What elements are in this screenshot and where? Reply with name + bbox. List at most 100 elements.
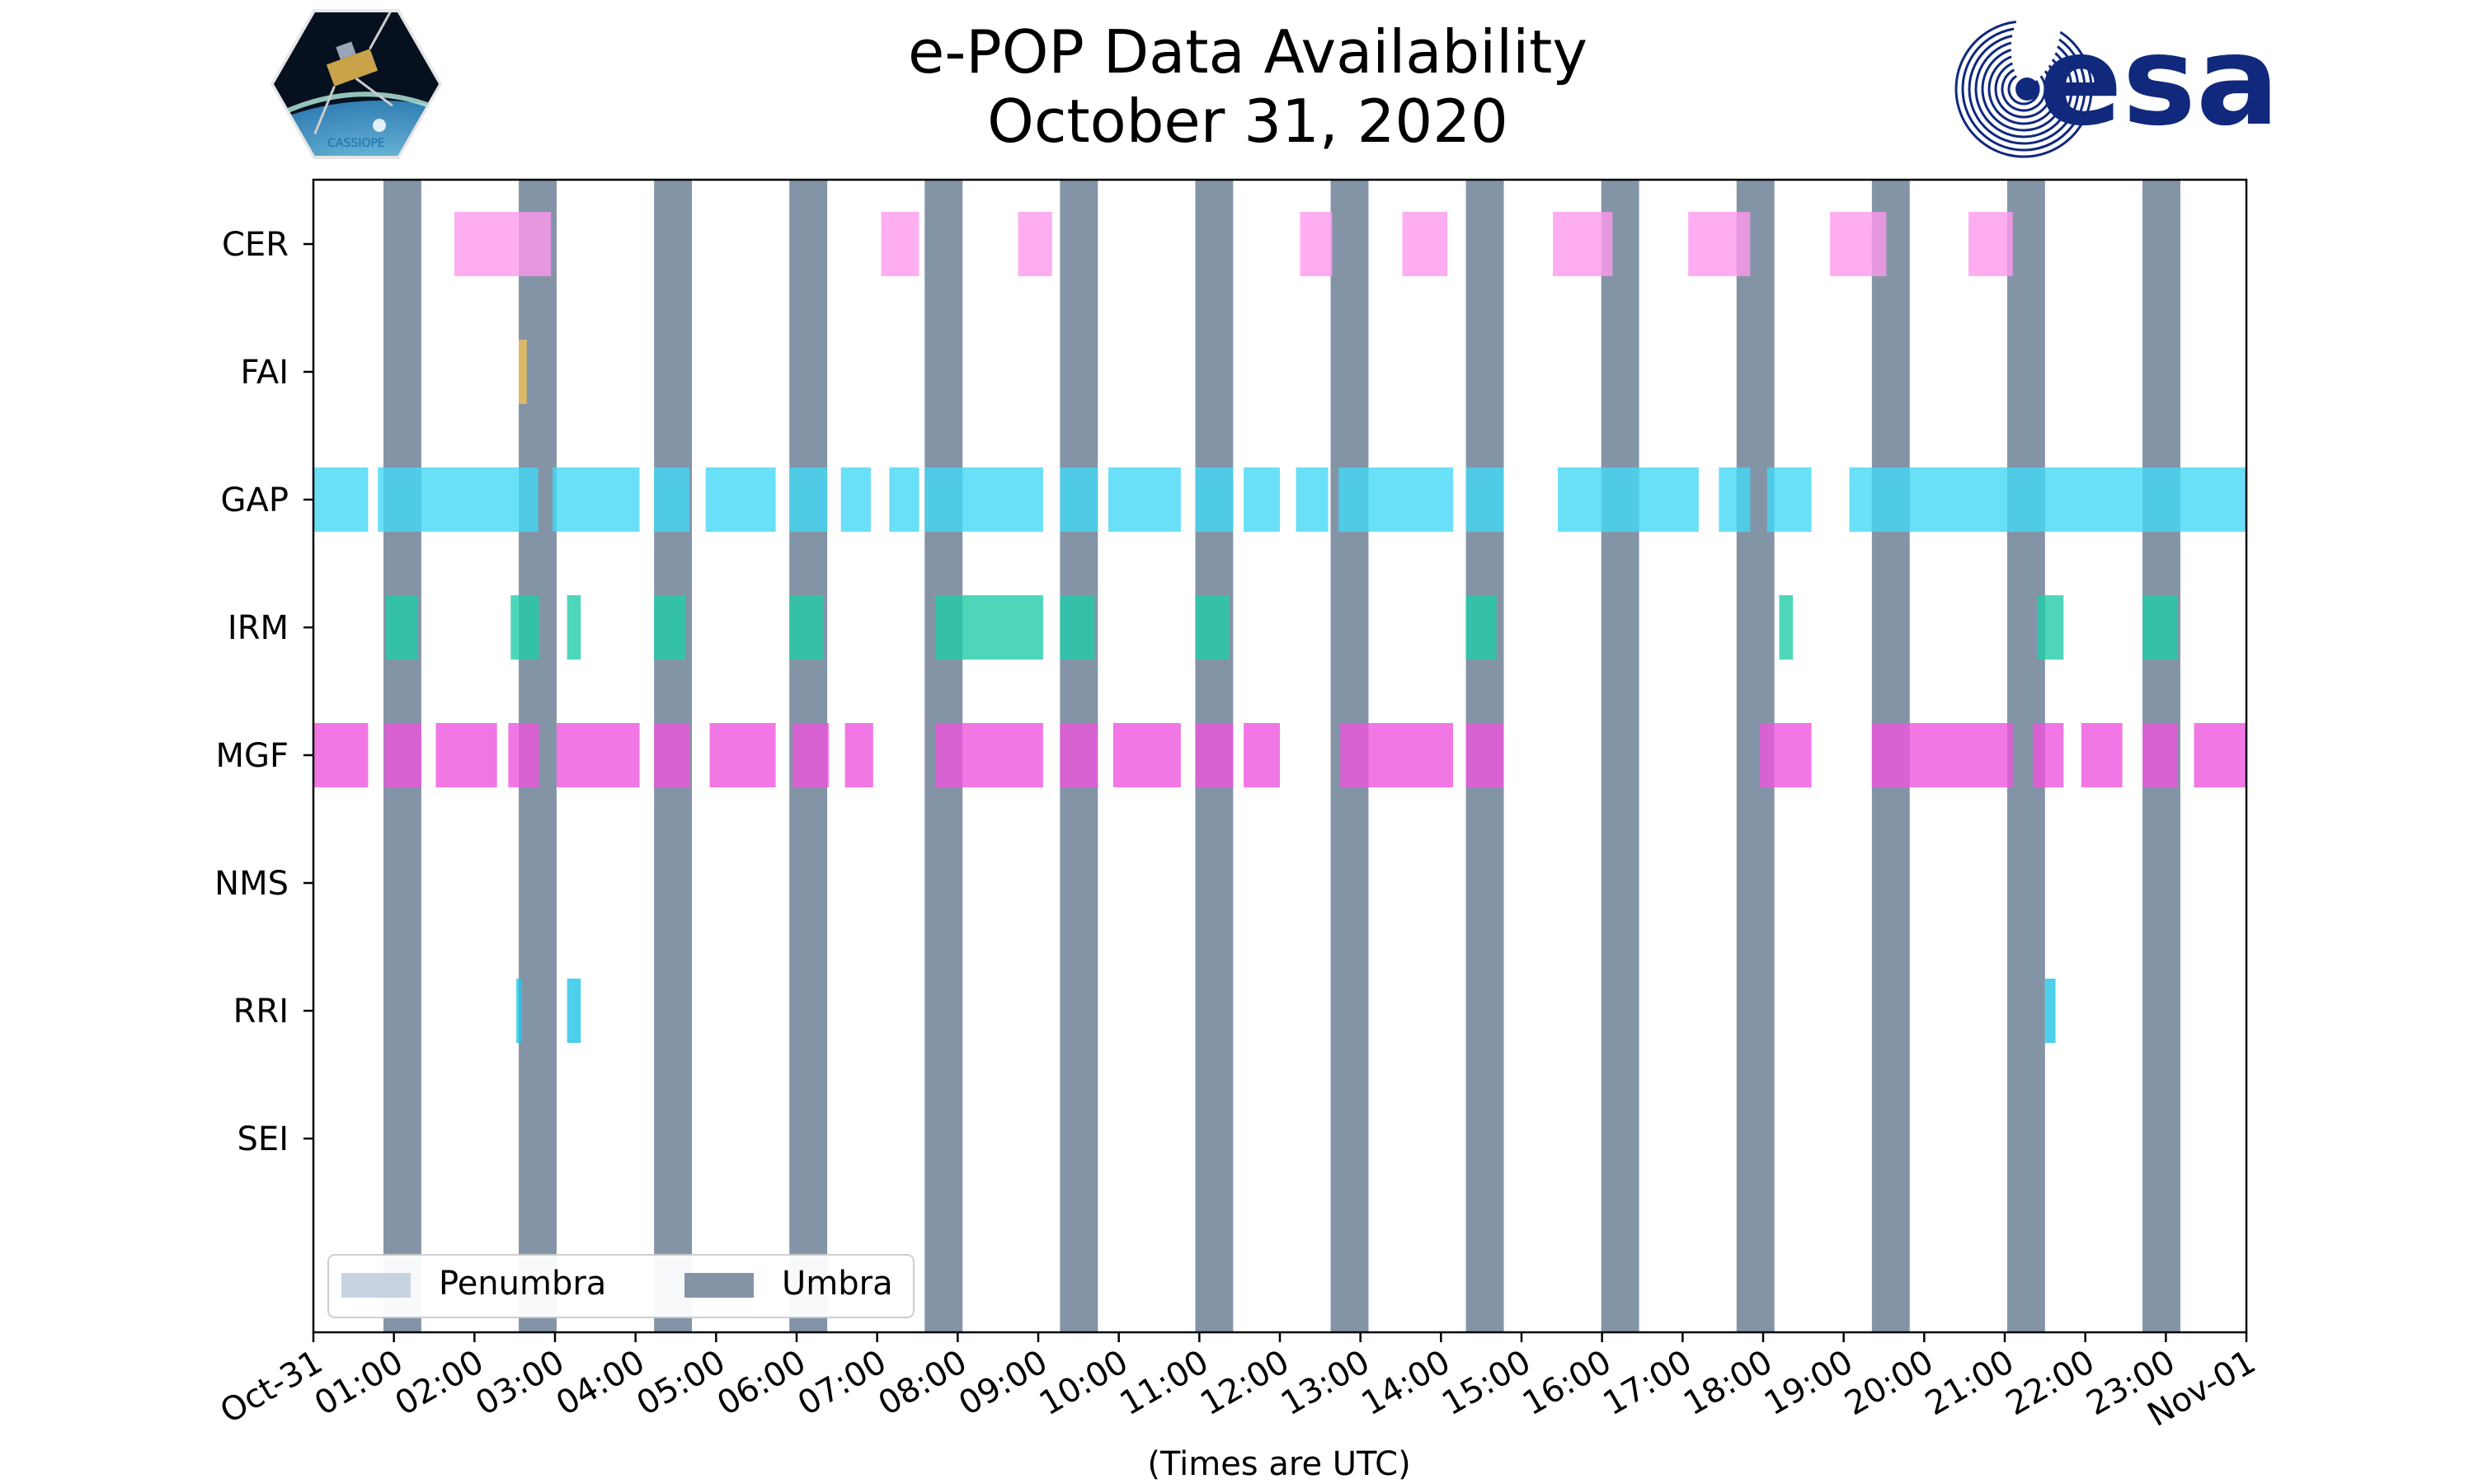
- bar-gap-8: [924, 467, 1043, 532]
- bar-irm-8: [1465, 595, 1497, 660]
- x-tick-label-10: 10:00: [1033, 1343, 1135, 1423]
- bar-gap-5: [789, 467, 828, 532]
- bar-gap-18: [1766, 467, 1812, 532]
- x-tick-label-8: 08:00: [872, 1343, 973, 1423]
- x-tick-label-6: 06:00: [711, 1343, 812, 1423]
- bar-gap-13: [1296, 467, 1329, 532]
- bar-mgf-3: [508, 723, 539, 787]
- legend: Penumbra Umbra: [327, 1254, 915, 1318]
- bar-gap-16: [1557, 467, 1699, 532]
- bar-mgf-8: [844, 723, 873, 787]
- esa-swirl-arc-8: [1954, 21, 2093, 158]
- legend-label-umbra: Umbra: [782, 1265, 893, 1303]
- x-tick-label-19: 19:00: [1758, 1343, 1860, 1423]
- x-tick-label-3: 03:00: [469, 1343, 571, 1423]
- x-tick-label-2: 02:00: [388, 1343, 490, 1423]
- esa-swirl-arc-7: [1961, 27, 2086, 152]
- bar-gap-10: [1108, 467, 1181, 532]
- bar-gap-3: [654, 467, 690, 532]
- x-axis: Oct-3101:0002:0003:0004:0005:0006:0007:0…: [214, 1332, 2262, 1435]
- esa-logo-text: esa: [2039, 10, 2279, 153]
- bar-mgf-13: [1244, 723, 1280, 787]
- bar-irm-6: [1060, 595, 1095, 660]
- esa-swirl-arc-4: [1981, 48, 2067, 132]
- x-tick-label-9: 09:00: [952, 1343, 1054, 1423]
- bars-layer: [313, 212, 2246, 1043]
- x-tick-label-13: 13:00: [1275, 1343, 1376, 1423]
- plot-frame: [312, 178, 2248, 1334]
- esa-swirl-arc-6: [1968, 35, 2080, 145]
- bar-mgf-1: [383, 723, 421, 787]
- y-tick-label-sei: SEI: [238, 1120, 289, 1158]
- chart-subtitle: October 31, 2020: [987, 87, 1508, 156]
- y-tick-label-cer: CER: [222, 226, 289, 264]
- esa-swirl-arc-5: [1974, 41, 2073, 139]
- x-tick-label-21: 21:00: [1919, 1343, 2020, 1423]
- esa-swirl-arc-1: [2001, 68, 2047, 112]
- x-tick-label-14: 14:00: [1355, 1343, 1456, 1423]
- bar-gap-7: [889, 467, 920, 532]
- bar-irm-11: [2142, 595, 2178, 660]
- esa-logo: esa: [1954, 10, 2279, 158]
- bar-mgf-7: [793, 723, 830, 787]
- bar-cer-6: [1688, 212, 1751, 276]
- bar-mgf-5: [654, 723, 690, 787]
- bar-irm-10: [2037, 595, 2064, 660]
- bar-irm-9: [1779, 595, 1794, 660]
- bar-cer-2: [1018, 212, 1052, 276]
- umbra-band-9: [1601, 180, 1639, 1332]
- x-tick-label-4: 04:00: [550, 1343, 651, 1423]
- x-tick-label-11: 11:00: [1113, 1343, 1215, 1423]
- bar-irm-0: [385, 595, 418, 660]
- bar-cer-8: [1968, 212, 2013, 276]
- chart-title: e-POP Data Availability: [908, 17, 1587, 87]
- x-tick-label-0: Oct-31: [214, 1343, 329, 1431]
- x-tick-label-20: 20:00: [1838, 1343, 1940, 1423]
- bar-irm-1: [510, 595, 539, 660]
- bar-irm-4: [789, 595, 824, 660]
- bar-cer-4: [1402, 212, 1448, 276]
- x-tick-label-12: 12:00: [1194, 1343, 1296, 1423]
- cassiope-logo-text: CASSIOPE: [327, 137, 385, 150]
- y-tick-label-nms: NMS: [214, 865, 289, 903]
- y-tick-label-rri: RRI: [233, 993, 289, 1031]
- bar-mgf-18: [2033, 723, 2064, 787]
- bar-gap-11: [1195, 467, 1234, 532]
- esa-swirl-icon: [1954, 21, 2093, 158]
- bar-gap-1: [378, 467, 539, 532]
- bar-gap-14: [1338, 467, 1453, 532]
- bar-gap-6: [840, 467, 871, 532]
- bar-gap-9: [1060, 467, 1098, 532]
- bar-mgf-6: [709, 723, 776, 787]
- esa-swirl-arc-2: [1994, 62, 2053, 119]
- bar-mgf-11: [1112, 723, 1181, 787]
- bar-rri-0: [516, 979, 522, 1043]
- esa-swirl-arc-3: [1987, 55, 2060, 125]
- bar-mgf-2: [435, 723, 497, 787]
- x-tick-label-16: 16:00: [1517, 1343, 1618, 1423]
- bar-mgf-19: [2081, 723, 2123, 787]
- bar-mgf-21: [2194, 723, 2246, 787]
- x-axis-label: (Times are UTC): [1147, 1445, 1410, 1483]
- bar-mgf-14: [1340, 723, 1453, 787]
- bar-cer-1: [881, 212, 920, 276]
- x-tick-label-7: 07:00: [792, 1343, 893, 1423]
- legend-label-penumbra: Penumbra: [439, 1265, 606, 1303]
- x-tick-label-18: 18:00: [1677, 1343, 1779, 1423]
- bar-irm-2: [567, 595, 581, 660]
- bar-cer-5: [1553, 212, 1613, 276]
- bar-gap-15: [1465, 467, 1504, 532]
- bar-rri-1: [567, 979, 581, 1043]
- bar-gap-17: [1719, 467, 1751, 532]
- bar-mgf-10: [1060, 723, 1098, 787]
- bar-mgf-20: [2142, 723, 2178, 787]
- x-tick-label-17: 17:00: [1597, 1343, 1698, 1423]
- bar-gap-2: [553, 467, 640, 532]
- bar-irm-3: [654, 595, 686, 660]
- bar-cer-0: [454, 212, 552, 276]
- bar-mgf-4: [556, 723, 640, 787]
- y-tick-label-irm: IRM: [228, 609, 289, 647]
- bar-gap-4: [705, 467, 776, 532]
- bar-irm-7: [1195, 595, 1230, 660]
